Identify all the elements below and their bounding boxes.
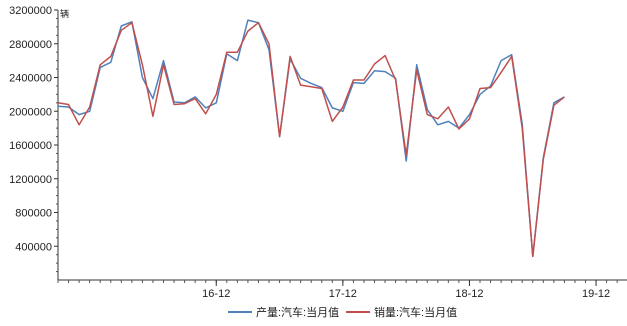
x-tick-label: 16-12 xyxy=(202,288,230,300)
legend-label: 产量:汽车:当月值 xyxy=(256,305,339,319)
y-tick-label: 1600000 xyxy=(9,140,52,152)
series-lines xyxy=(57,19,565,258)
y-tick-label: 2800000 xyxy=(9,39,52,51)
y-tick-label: 1200000 xyxy=(9,174,52,186)
y-tick-label: 400000 xyxy=(15,241,52,253)
legend-label: 销量:汽车:当月值 xyxy=(374,305,457,319)
plot-area: 400000 800000 1200000 1600000 2000000 2400000… xyxy=(9,5,627,300)
series-line-1 xyxy=(57,19,565,258)
legend: 产量:汽车:当月值 销量:汽车:当月值 xyxy=(228,305,457,319)
y-tick-label: 2000000 xyxy=(9,106,52,118)
y-tick-label: 3200000 xyxy=(9,5,52,17)
y-unit-label: 辆 xyxy=(60,8,69,19)
y-tick-label: 2400000 xyxy=(9,73,52,85)
series-line-2 xyxy=(57,21,565,258)
x-tick-label: 17-12 xyxy=(329,288,357,300)
x-axis-ticks: 16-12 17-12 18-12 19-12 xyxy=(57,280,618,300)
y-axis-ticks: 400000 800000 1200000 1600000 2000000 2400000… xyxy=(9,5,58,273)
x-tick-label: 19-12 xyxy=(582,288,610,300)
x-tick-label: 18-12 xyxy=(455,288,483,300)
y-tick-label: 800000 xyxy=(15,208,52,220)
